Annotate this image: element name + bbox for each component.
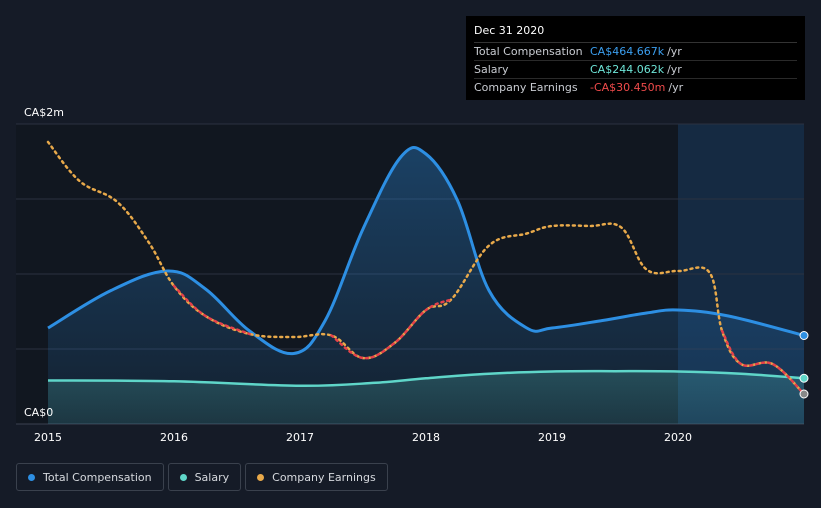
- x-tick-label: 2015: [34, 431, 62, 444]
- tooltip-row-salary: Salary CA$244.062k /yr: [474, 61, 797, 79]
- tooltip-date: Dec 31 2020: [474, 22, 797, 43]
- tooltip-value: -CA$30.450m: [590, 81, 666, 94]
- tooltip-row-total: Total Compensation CA$464.667k /yr: [474, 43, 797, 61]
- tooltip-unit: /yr: [667, 45, 682, 58]
- y-tick-label: CA$0: [24, 406, 53, 419]
- series-end-dots: [799, 331, 809, 399]
- total-compensation-area: [48, 147, 804, 424]
- tooltip-unit: /yr: [667, 63, 682, 76]
- x-tick-label: 2016: [160, 431, 188, 444]
- tooltip-row-earnings: Company Earnings -CA$30.450m /yr: [474, 79, 797, 96]
- legend-dot-icon: [28, 473, 35, 481]
- company-earnings-line: [46, 140, 806, 396]
- tooltip-label: Salary: [474, 63, 509, 76]
- legend-label: Total Compensation: [43, 470, 152, 484]
- legend-dot-icon: [179, 473, 187, 481]
- x-axis: 2015 2016 2017 2018 2019 2020: [34, 431, 692, 444]
- company-earnings-below-segment: [172, 284, 251, 336]
- total-compensation-end-dot: [799, 331, 809, 340]
- legend-dot-icon: [257, 473, 265, 481]
- tooltip-label: Company Earnings: [474, 81, 578, 94]
- tooltip-value: CA$464.667k: [590, 45, 665, 58]
- company-earnings-below-segment: [330, 298, 453, 360]
- legend-item-salary[interactable]: Salary: [167, 463, 242, 491]
- legend-item-total-compensation[interactable]: Total Compensation: [16, 463, 164, 491]
- y-axis: CA$2m CA$0: [24, 106, 64, 419]
- x-tick-label: 2020: [664, 431, 692, 444]
- y-tick-label: CA$2m: [24, 106, 64, 119]
- x-tick-label: 2017: [286, 431, 314, 444]
- company-earnings-end-dot: [799, 389, 809, 399]
- tooltip: Dec 31 2020 Total Compensation CA$464.66…: [466, 16, 805, 100]
- x-tick-label: 2018: [412, 431, 440, 444]
- legend: Total Compensation Salary Company Earnin…: [16, 463, 388, 491]
- total-compensation-line: [47, 146, 805, 356]
- legend-label: Company Earnings: [272, 470, 376, 484]
- salary-line: [47, 369, 805, 388]
- company-earnings-below-segment: [720, 329, 806, 396]
- tooltip-value: CA$244.062k: [590, 63, 665, 76]
- legend-label: Salary: [194, 470, 230, 484]
- tooltip-unit: /yr: [668, 81, 684, 94]
- legend-item-company-earnings[interactable]: Company Earnings: [245, 463, 388, 491]
- series-lines: [46, 140, 806, 396]
- x-tick-label: 2019: [538, 431, 566, 444]
- salary-end-dot: [799, 373, 809, 383]
- tooltip-label: Total Compensation: [474, 45, 583, 58]
